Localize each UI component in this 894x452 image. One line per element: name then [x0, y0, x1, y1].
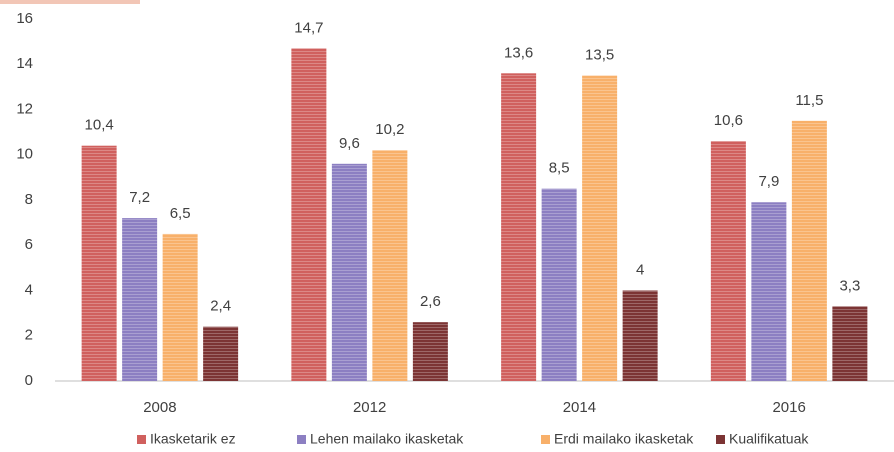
bar: [162, 233, 198, 381]
x-tick-label: 2012: [353, 399, 386, 416]
legend-swatch: [297, 435, 306, 444]
data-label: 7,9: [758, 173, 779, 190]
data-label: 4: [636, 261, 644, 278]
bar: [291, 48, 327, 381]
legend-swatch: [137, 435, 146, 444]
legend-label: Kualifikatuak: [729, 431, 809, 447]
bar: [791, 120, 827, 381]
x-tick-label: 2014: [563, 399, 596, 416]
legend-label: Lehen mailako ikasketak: [310, 431, 464, 447]
y-tick-label: 2: [25, 327, 33, 344]
bar: [751, 202, 787, 381]
legend-swatch: [541, 435, 550, 444]
y-tick-label: 10: [16, 146, 33, 163]
bar: [81, 145, 117, 381]
legend-swatch: [716, 435, 725, 444]
data-label: 10,6: [714, 112, 743, 129]
data-label: 13,5: [585, 47, 614, 64]
data-label: 2,4: [210, 298, 231, 315]
data-label: 11,5: [795, 92, 823, 109]
bar: [501, 73, 537, 382]
data-label: 8,5: [549, 160, 570, 177]
data-label: 3,3: [839, 277, 860, 294]
bar: [203, 326, 239, 381]
bar: [582, 75, 618, 381]
y-tick-label: 0: [25, 372, 33, 389]
bar: [372, 150, 408, 381]
data-label: 14,7: [294, 19, 323, 36]
y-tick-label: 8: [25, 191, 33, 208]
bar: [710, 141, 746, 381]
x-tick-label: 2016: [772, 399, 805, 416]
bar: [122, 218, 158, 381]
y-tick-label: 12: [16, 100, 33, 117]
bar: [412, 322, 448, 381]
data-label: 10,4: [85, 117, 114, 134]
data-label: 6,5: [170, 205, 191, 222]
bar: [331, 163, 367, 381]
data-label: 13,6: [504, 44, 533, 61]
y-tick-label: 16: [16, 10, 33, 27]
y-tick-label: 6: [25, 236, 33, 253]
data-label: 7,2: [129, 189, 150, 206]
bar: [832, 306, 868, 381]
data-label: 10,2: [375, 121, 404, 138]
bar: [622, 290, 658, 381]
y-tick-label: 4: [25, 281, 33, 298]
y-tick-label: 14: [16, 55, 33, 72]
decoration: [0, 0, 140, 4]
legend-label: Ikasketarik ez: [150, 431, 236, 447]
bar: [541, 188, 577, 381]
x-tick-label: 2008: [143, 399, 176, 416]
data-label: 2,6: [420, 293, 441, 310]
legend-label: Erdi mailako ikasketak: [554, 431, 694, 447]
data-label: 9,6: [339, 135, 360, 152]
